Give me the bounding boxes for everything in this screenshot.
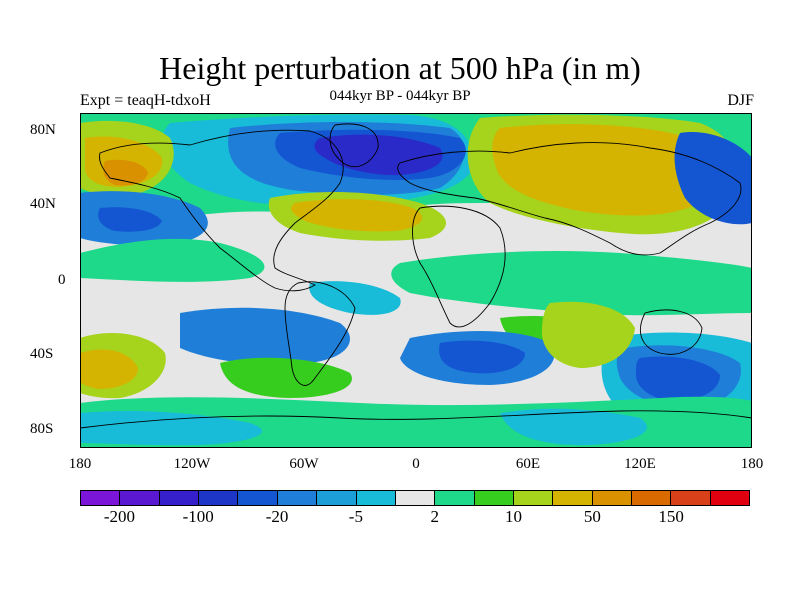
colorbar-cell xyxy=(513,491,554,505)
coastline-greenland xyxy=(329,123,379,168)
lat-tick: 80S xyxy=(30,421,54,437)
lon-tick: 120E xyxy=(624,456,656,472)
colorbar-label: 50 xyxy=(583,507,601,526)
colorbar-cell xyxy=(710,491,750,505)
experiment-label: Expt = teaqH-tdxoH xyxy=(80,92,211,109)
colorbar-cell xyxy=(395,491,436,505)
colorbar-cell xyxy=(238,491,278,505)
plot-title: Height perturbation at 500 hPa (in m) xyxy=(159,50,641,86)
contour-region xyxy=(80,411,262,446)
contour-region xyxy=(391,251,752,316)
lat-tick: 80N xyxy=(30,122,56,138)
colorbar-cell xyxy=(120,491,160,505)
map-frame xyxy=(80,113,752,448)
contour-region xyxy=(180,307,350,365)
lon-tick: 60E xyxy=(515,456,541,472)
colorbar-cell xyxy=(671,491,711,505)
lon-tick: 180 xyxy=(68,456,92,472)
coastlines xyxy=(80,123,752,429)
coastline-eurasia xyxy=(397,142,742,256)
colorbar-label: -20 xyxy=(265,507,289,526)
contour-region xyxy=(220,357,352,398)
lon-tick: 60W xyxy=(289,456,319,472)
lon-tick: 120W xyxy=(173,456,211,472)
coastline-antarctica xyxy=(80,410,752,429)
lat-tick: 0 xyxy=(58,272,66,288)
colorbar-cell xyxy=(199,491,239,505)
coastline-south-america xyxy=(284,281,356,386)
colorbar-cell xyxy=(277,491,318,505)
colorbar-cell xyxy=(81,491,121,505)
contour-region xyxy=(541,301,635,368)
colorbar-cell xyxy=(592,491,633,505)
season-label: DJF xyxy=(727,92,754,109)
coastline-north-america xyxy=(99,129,344,292)
contour-region xyxy=(291,199,423,232)
plot-subtitle: 044kyr BP - 044kyr BP xyxy=(329,88,471,104)
lon-tick: 0 xyxy=(412,456,420,472)
colorbar xyxy=(80,490,750,506)
coastline-australia xyxy=(640,309,703,355)
colorbar-label: 10 xyxy=(505,507,523,526)
contour-region xyxy=(674,132,752,225)
contour-region xyxy=(98,207,162,232)
lon-tick: 180 xyxy=(740,456,764,472)
colorbar-label: 150 xyxy=(658,507,684,526)
contour-region xyxy=(500,408,647,446)
contour-region xyxy=(636,356,720,401)
contour-map xyxy=(80,113,752,448)
colorbar-cell xyxy=(317,491,357,505)
contour-region xyxy=(439,340,525,374)
colorbar-label: -100 xyxy=(182,507,214,526)
contour-region xyxy=(80,349,138,389)
colorbar-cell xyxy=(632,491,672,505)
colorbar-label: -200 xyxy=(103,507,135,526)
contour-region xyxy=(80,238,265,282)
colorbar-cell xyxy=(474,491,514,505)
colorbar-cell xyxy=(553,491,593,505)
lat-tick: 40N xyxy=(30,196,56,212)
colorbar-cell xyxy=(356,491,396,505)
map-panel: 80N 40N 0 40S 80S 180 120W 60W 0 60E 120… xyxy=(30,113,763,472)
colorbar-label: -5 xyxy=(348,507,363,526)
contour-region xyxy=(492,124,714,216)
contour-region xyxy=(309,281,401,315)
coastline-africa xyxy=(412,205,506,328)
colorbar-label: 2 xyxy=(430,507,439,526)
lat-tick: 40S xyxy=(30,346,54,362)
colorbar-cell xyxy=(159,491,200,505)
colorbar-cell xyxy=(435,491,475,505)
